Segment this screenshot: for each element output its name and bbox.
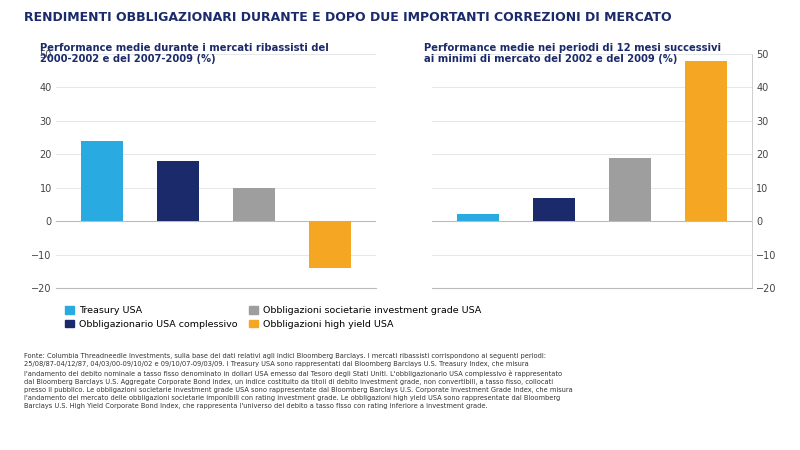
Bar [533,198,575,221]
Bar [233,188,275,221]
Text: RENDIMENTI OBBLIGAZIONARI DURANTE E DOPO DUE IMPORTANTI CORREZIONI DI MERCATO: RENDIMENTI OBBLIGAZIONARI DURANTE E DOPO… [24,11,672,24]
Bar [310,221,351,268]
Bar [609,158,651,221]
Text: Performance medie nei periodi di 12 mesi successivi
ai minimi di mercato del 200: Performance medie nei periodi di 12 mesi… [424,43,721,64]
Text: Fonte: Columbia Threadneedle Investments, sulla base dei dati relativi agli indi: Fonte: Columbia Threadneedle Investments… [24,353,573,409]
Text: Performance medie durante i mercati ribassisti del
2000-2002 e del 2007-2009 (%): Performance medie durante i mercati riba… [40,43,329,64]
Bar [457,215,498,221]
Legend: Treasury USA, Obbligazionario USA complessivo, Obbligazioni societarie investmen: Treasury USA, Obbligazionario USA comple… [61,302,485,333]
Bar [81,141,122,221]
Bar [157,161,199,221]
Bar [686,61,727,221]
